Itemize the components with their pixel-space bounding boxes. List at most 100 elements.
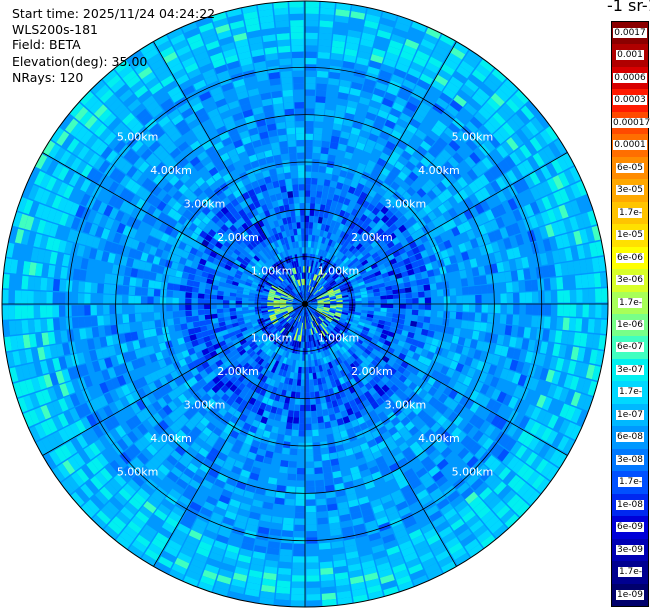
data-cell: [405, 235, 415, 244]
data-cell: [295, 499, 305, 506]
data-cell: [483, 139, 496, 153]
data-cell: [414, 346, 423, 355]
data-cell: [435, 521, 450, 533]
data-cell: [592, 334, 601, 349]
data-cell: [570, 346, 580, 361]
data-cell: [474, 312, 482, 322]
data-cell: [353, 232, 361, 240]
data-cell: [487, 135, 501, 149]
data-cell: [525, 304, 533, 315]
data-cell: [390, 129, 402, 140]
data-cell: [539, 225, 549, 240]
data-cell: [357, 402, 365, 411]
data-cell: [416, 228, 425, 238]
data-cell: [309, 308, 315, 313]
data-cell: [389, 354, 398, 362]
data-cell: [191, 310, 199, 316]
data-cell: [339, 317, 347, 322]
data-cell: [147, 296, 154, 304]
data-cell: [539, 341, 549, 354]
data-cell: [593, 319, 602, 334]
data-cell: [349, 237, 357, 245]
data-cell: [373, 292, 381, 297]
data-cell: [443, 161, 455, 173]
data-cell: [368, 133, 379, 143]
data-cell: [305, 455, 314, 462]
data-cell: [459, 395, 470, 407]
data-cell: [448, 542, 464, 555]
data-cell: [377, 187, 387, 197]
data-cell: [567, 360, 577, 375]
data-cell: [338, 319, 346, 324]
data-cell: [96, 305, 104, 315]
data-cell: [318, 210, 325, 218]
data-cell: [366, 345, 374, 352]
data-cell: [354, 250, 362, 258]
data-cell: [314, 291, 320, 297]
data-cell: [485, 386, 496, 398]
data-cell: [496, 334, 505, 345]
data-cell: [432, 544, 448, 557]
data-cell: [319, 315, 325, 321]
data-cell: [524, 189, 536, 203]
data-cell: [33, 277, 42, 291]
data-cell: [336, 201, 343, 210]
data-cell: [39, 305, 47, 318]
data-cell: [368, 259, 376, 266]
data-cell: [325, 199, 333, 207]
data-cell: [376, 371, 385, 380]
data-cell: [351, 257, 359, 265]
data-cell: [317, 307, 324, 310]
data-cell: [46, 318, 54, 332]
data-cell: [401, 166, 412, 176]
data-cell: [326, 315, 334, 320]
data-cell: [313, 289, 319, 296]
data-cell: [416, 489, 429, 501]
data-cell: [367, 395, 376, 405]
data-cell: [459, 328, 468, 338]
data-cell: [447, 156, 460, 169]
data-cell: [335, 229, 342, 237]
data-cell: [109, 304, 116, 315]
data-cell: [353, 286, 360, 291]
data-cell: [462, 304, 470, 312]
data-cell: [436, 317, 444, 326]
data-cell: [326, 433, 334, 442]
data-cell: [503, 78, 519, 94]
data-cell: [557, 304, 564, 317]
data-cell: [359, 129, 370, 139]
data-cell: [598, 256, 607, 272]
data-cell: [470, 358, 480, 369]
data-cell: [479, 83, 494, 97]
data-cell: [313, 133, 322, 141]
data-cell: [380, 167, 391, 177]
data-cell: [359, 315, 367, 321]
data-cell: [521, 256, 530, 269]
data-cell: [409, 118, 421, 129]
data-cell: [360, 290, 368, 295]
data-cell: [521, 338, 530, 351]
data-cell: [546, 208, 557, 223]
data-cell: [351, 322, 359, 327]
data-cell: [499, 434, 512, 448]
data-cell: [353, 314, 361, 319]
data-cell: [357, 324, 364, 330]
data-cell: [368, 304, 375, 308]
data-cell: [524, 404, 536, 418]
data-cell: [360, 385, 369, 394]
data-cell: [368, 341, 377, 349]
data-cell: [422, 204, 433, 215]
data-cell: [342, 240, 350, 248]
data-cell: [311, 305, 318, 308]
data-cell: [391, 317, 399, 324]
data-cell: [398, 313, 406, 320]
data-cell: [371, 348, 380, 356]
data-cell: [510, 325, 519, 337]
data-cell: [355, 298, 362, 302]
data-cell: [352, 121, 363, 130]
data-cell: [417, 243, 426, 253]
data-cell: [395, 436, 406, 447]
data-cell: [314, 473, 324, 481]
data-cell: [576, 410, 588, 426]
data-cell: [521, 362, 531, 376]
